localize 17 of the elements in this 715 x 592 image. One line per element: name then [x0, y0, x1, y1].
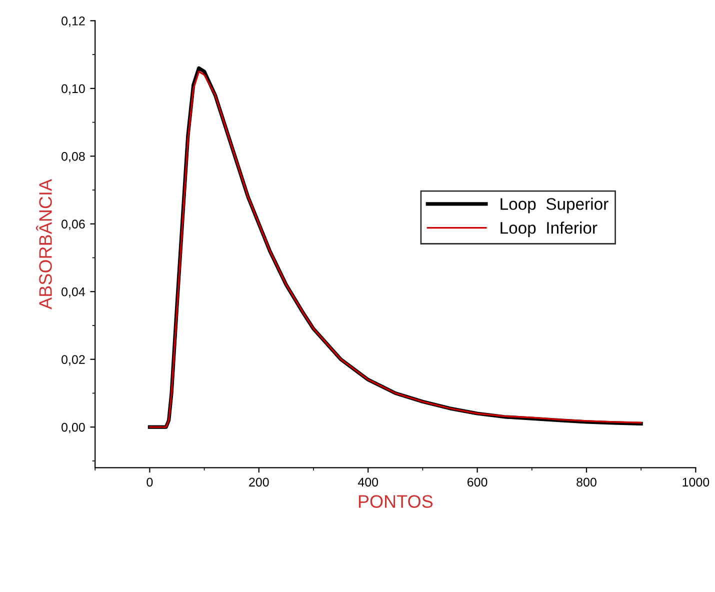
x-tick-label: 0	[146, 478, 153, 487]
x-tick-label: 600	[468, 478, 488, 487]
y-axis-title: ABSORBÂNCIA	[36, 179, 52, 310]
x-tick-label: 200	[249, 478, 269, 487]
y-tick-label: 0,12	[62, 16, 85, 27]
legend-label: Loop Superior	[500, 198, 608, 214]
x-axis-title: PONTOS	[358, 495, 433, 508]
y-tick-label: 0,02	[62, 355, 85, 366]
x-tick-label: 800	[576, 478, 596, 487]
x-tick-label: 400	[358, 478, 378, 487]
y-tick-label: 0,10	[62, 84, 85, 95]
x-tick-label: 1000	[682, 478, 710, 487]
y-tick-label: 0,00	[62, 422, 85, 434]
legend-label: Loop Inferior	[500, 222, 598, 238]
y-tick-label: 0,08	[62, 152, 85, 162]
y-tick-label: 0,06	[62, 220, 85, 230]
y-tick-label: 0,04	[62, 287, 86, 298]
